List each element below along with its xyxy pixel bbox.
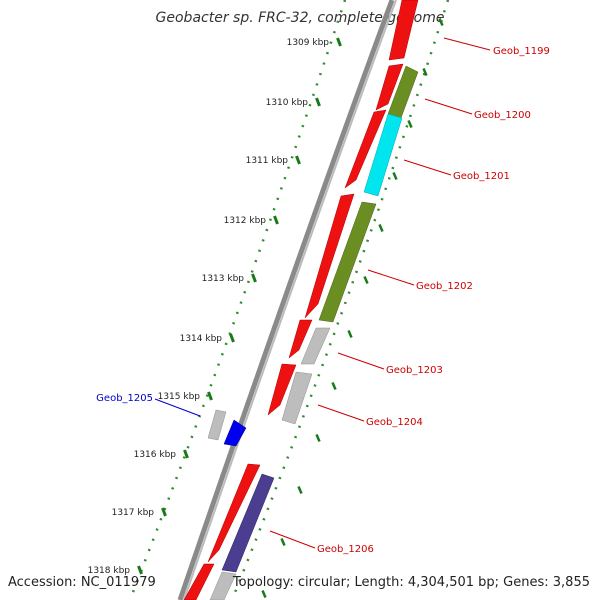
feature-blue-1205[interactable] [223,419,247,447]
outer-tick-mark [347,330,353,338]
tick-label: 1316 kbp [134,450,177,460]
outer-tick-mark [331,382,337,390]
gene-label-leader [443,37,491,51]
genome-backbone [177,0,395,600]
map-title: Geobacter sp. FRC-32, complete genome [155,10,445,26]
tick-label: 1317 kbp [112,508,155,518]
gene-label[interactable]: Geob_1202 [416,281,473,292]
feature-olive-1202[interactable] [318,201,377,323]
cds-features [183,0,419,600]
tick-mark [315,97,321,107]
tick-mark [251,273,257,283]
cds-feature[interactable] [267,363,297,416]
gene-label[interactable]: Geob_1200 [474,110,531,121]
outer-tick-mark [422,68,428,76]
outer-tick-mark [392,172,398,180]
tick-mark [161,507,167,517]
scale-ticks: 1309 kbp 1310 kbp 1311 kbp 1312 kbp 1313 kbp… [88,18,444,598]
tick-label: 1311 kbp [246,156,289,166]
tick-label: 1318 kbp [88,566,131,576]
cds-feature[interactable] [207,463,261,563]
cds-feature[interactable] [183,563,215,600]
outer-tick-mark [280,538,286,546]
gene-label-leader [337,352,385,370]
tick-label: 1312 kbp [224,216,267,226]
cds-feature[interactable] [388,0,419,61]
tick-mark [336,37,342,47]
gene-label-leader [424,98,473,115]
tick-label: 1313 kbp [202,274,245,284]
feature-purple-1206[interactable] [221,473,275,573]
gene-label[interactable]: Geob_1205 [96,393,153,404]
gene-label-leader [317,404,365,422]
gene-labels: Geob_1199 Geob_1200 Geob_1201 Geob_1202 Geob… [96,37,550,555]
tick-label: 1310 kbp [266,98,309,108]
outer-tick-mark [315,434,321,442]
genome-backbone-shadow [183,0,397,600]
gene-label[interactable]: Geob_1199 [493,46,550,57]
cds-feature[interactable] [304,193,355,319]
gene-label[interactable]: Geob_1201 [453,171,510,182]
outer-tick-mark [297,486,303,494]
tick-label: 1309 kbp [287,38,330,48]
cds-feature[interactable] [288,319,313,359]
tick-label: 1314 kbp [180,334,223,344]
gene-label[interactable]: Geob_1203 [386,365,443,376]
gene-label-leader [154,398,201,417]
feature-gray-1203[interactable] [300,327,331,365]
gene-label[interactable]: Geob_1206 [317,544,374,555]
outer-tick-mark [407,120,413,128]
feature-gray-1204[interactable] [281,371,313,425]
feature-gray-inner[interactable] [207,409,227,441]
tick-label: 1315 kbp [158,392,201,402]
tick-mark [295,155,301,165]
outer-tick-mark [438,18,444,26]
gene-label-leader [403,159,452,176]
gene-label-leader [269,530,316,549]
outer-tick-mark [261,590,267,598]
tick-mark [273,215,279,225]
feature-cyan-1201[interactable] [363,113,403,197]
gene-label[interactable]: Geob_1204 [366,417,423,428]
gene-label-leader [367,269,415,286]
tick-mark [207,391,213,401]
cds-feature[interactable] [375,63,404,111]
outer-tick-mark [363,276,369,284]
feature-gray-lower[interactable] [209,571,237,600]
cds-feature[interactable] [344,109,387,189]
topology-label: Topology: circular; Length: 4,304,501 bp… [232,575,590,590]
outer-tick-mark [378,224,384,232]
accession-label: Accession: NC_011979 [8,575,156,590]
tick-mark [229,333,235,343]
tick-mark [183,449,189,459]
tick-mark [137,565,143,575]
